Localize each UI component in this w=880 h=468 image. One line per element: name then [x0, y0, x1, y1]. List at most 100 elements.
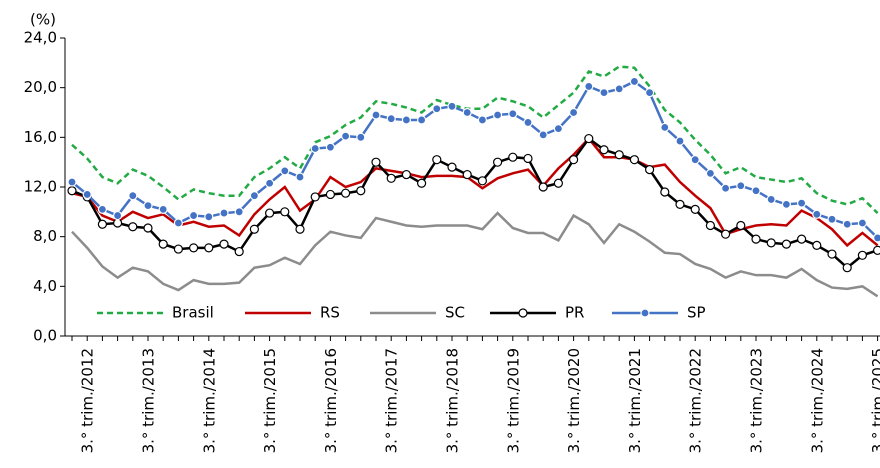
x-tick-label: 3.° trim./2017 [383, 348, 401, 453]
series-marker [204, 212, 214, 222]
series-marker [173, 218, 183, 228]
series-marker [751, 234, 761, 244]
series-marker [67, 177, 77, 187]
series-marker [720, 183, 731, 193]
series-marker [189, 243, 199, 253]
series-marker [417, 178, 427, 188]
series-marker [325, 189, 335, 200]
y-tick-label: 12,0 [24, 178, 57, 196]
x-tick-label: 3.° trim./2018 [444, 348, 462, 453]
series-line [71, 211, 879, 298]
legend-label: SP [687, 304, 706, 322]
series-marker [842, 219, 852, 229]
legend-label: PR [565, 304, 584, 322]
series-marker [295, 172, 305, 182]
series-marker [128, 191, 138, 201]
series-marker [97, 219, 108, 229]
series-marker [432, 104, 442, 114]
series-marker [356, 132, 366, 142]
series-marker [158, 239, 168, 249]
series-marker [508, 109, 518, 119]
series-marker [341, 188, 351, 198]
x-tick-label: 3.° trim./2012 [79, 348, 97, 453]
series-marker [477, 115, 487, 125]
series-marker [356, 186, 366, 196]
series-marker [401, 169, 411, 180]
series-marker [112, 210, 123, 221]
series-marker [796, 198, 807, 208]
series-marker [310, 192, 320, 202]
series-marker [249, 224, 259, 234]
series-marker [310, 143, 320, 154]
series-marker [720, 229, 731, 239]
x-tick-label: 3.° trim./2023 [748, 348, 766, 453]
series-marker [371, 110, 381, 120]
series-line [71, 65, 879, 214]
series-marker [766, 194, 776, 205]
series-marker [371, 157, 381, 167]
series-marker [873, 233, 880, 243]
series-marker [553, 124, 564, 134]
series-marker [341, 131, 351, 141]
x-tick-label: 3.° trim./2020 [565, 348, 583, 453]
series-marker [204, 243, 214, 253]
series-marker [644, 165, 655, 175]
series-marker [736, 220, 746, 231]
series-marker [660, 187, 670, 197]
series-marker [280, 166, 290, 176]
series-marker [827, 214, 837, 224]
series-marker [493, 110, 503, 120]
series-marker [265, 178, 275, 188]
series-marker [629, 76, 640, 87]
series-marker [219, 208, 229, 218]
series-marker [538, 182, 548, 192]
series-marker [67, 186, 77, 196]
series-marker [584, 133, 594, 144]
x-tick-label: 3.° trim./2013 [140, 348, 158, 453]
series-marker [493, 157, 503, 167]
series-marker [690, 155, 700, 165]
series-marker [599, 88, 609, 98]
legend-marker [640, 308, 650, 318]
y-tick-label: 4,0 [33, 277, 57, 295]
series-marker [553, 178, 564, 188]
series-marker [751, 186, 761, 196]
x-tick-label: 3.° trim./2025 [869, 348, 880, 453]
series-marker [173, 244, 183, 254]
series-marker [219, 239, 229, 249]
series-marker [766, 238, 776, 248]
series-marker [690, 204, 700, 214]
series-marker [812, 240, 822, 250]
y-tick-label: 8,0 [33, 227, 57, 245]
series-marker [781, 239, 792, 249]
series-marker [97, 204, 108, 214]
series-marker [705, 168, 716, 178]
series-marker [675, 136, 685, 146]
series-marker [508, 152, 518, 162]
series-marker [295, 224, 305, 234]
series-marker [462, 107, 472, 118]
series-marker [82, 189, 92, 200]
series-marker [401, 115, 411, 125]
series-marker [386, 173, 396, 183]
series-marker [462, 169, 472, 180]
series-marker [857, 250, 868, 260]
series-marker [189, 210, 199, 221]
series-marker [857, 218, 868, 228]
x-tick-label: 3.° trim./2021 [626, 348, 644, 453]
series-marker [781, 199, 792, 209]
series-marker [675, 199, 685, 209]
series-marker [249, 191, 259, 201]
legend-marker [518, 308, 528, 318]
y-axis-label: (%) [30, 11, 56, 29]
y-tick-label: 24,0 [24, 29, 57, 47]
series-marker [280, 207, 290, 217]
series-marker [568, 155, 579, 165]
series-marker [614, 150, 624, 160]
series-marker [447, 101, 457, 111]
series-marker [873, 245, 880, 255]
series-marker [417, 115, 427, 125]
series-marker [538, 130, 548, 140]
series-marker [629, 155, 640, 165]
series-marker [736, 181, 746, 191]
